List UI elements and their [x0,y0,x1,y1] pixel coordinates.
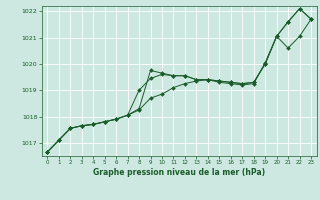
X-axis label: Graphe pression niveau de la mer (hPa): Graphe pression niveau de la mer (hPa) [93,168,265,177]
